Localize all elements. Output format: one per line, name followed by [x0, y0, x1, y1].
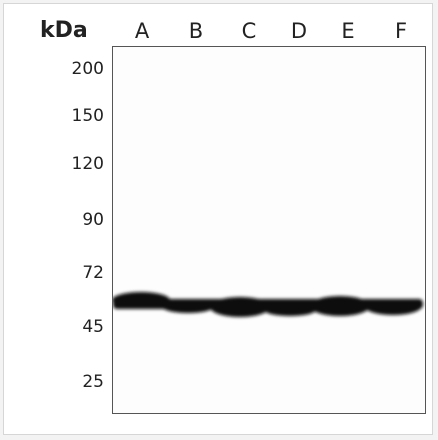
marker-label-45: 45 [82, 317, 104, 337]
lane-label-e: E [341, 19, 355, 43]
marker-label-120: 120 [71, 154, 104, 174]
blot-membrane [112, 46, 426, 414]
marker-label-25: 25 [82, 372, 104, 392]
lane-label-a: A [134, 19, 150, 43]
marker-label-150: 150 [71, 106, 104, 126]
lane-label-c: C [241, 19, 257, 43]
marker-label-90: 90 [82, 210, 104, 230]
lane-label-d: D [290, 19, 308, 43]
band-image [113, 292, 423, 317]
lane-label-b: B [188, 19, 204, 43]
kda-unit-label: kDa [40, 18, 88, 43]
marker-label-200: 200 [71, 59, 104, 79]
lane-label-f: F [394, 19, 408, 43]
marker-label-72: 72 [82, 263, 104, 283]
